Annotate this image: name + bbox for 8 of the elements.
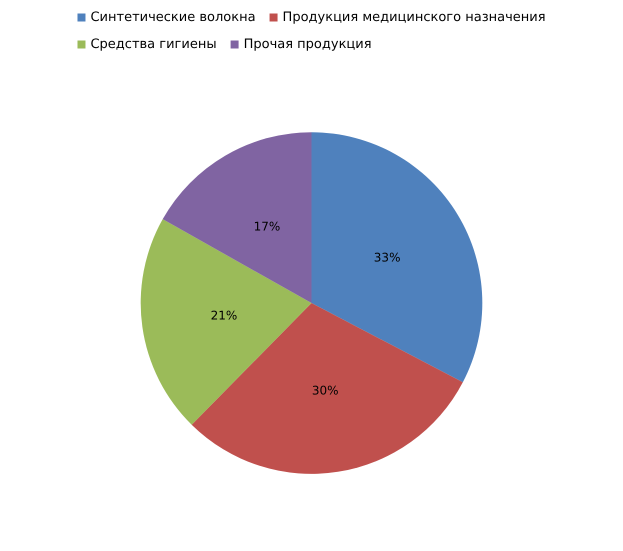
data-label: 30%	[312, 383, 339, 398]
legend-label: Продукция медицинского назначения	[282, 10, 546, 25]
legend-label: Синтетические волокна	[90, 10, 256, 25]
data-label: 33%	[374, 250, 400, 264]
legend-label: Прочая продукция	[244, 37, 372, 52]
data-label: 21%	[210, 308, 238, 322]
data-label: 17%	[254, 220, 280, 234]
legend-label: Средства гигиены	[90, 37, 217, 52]
